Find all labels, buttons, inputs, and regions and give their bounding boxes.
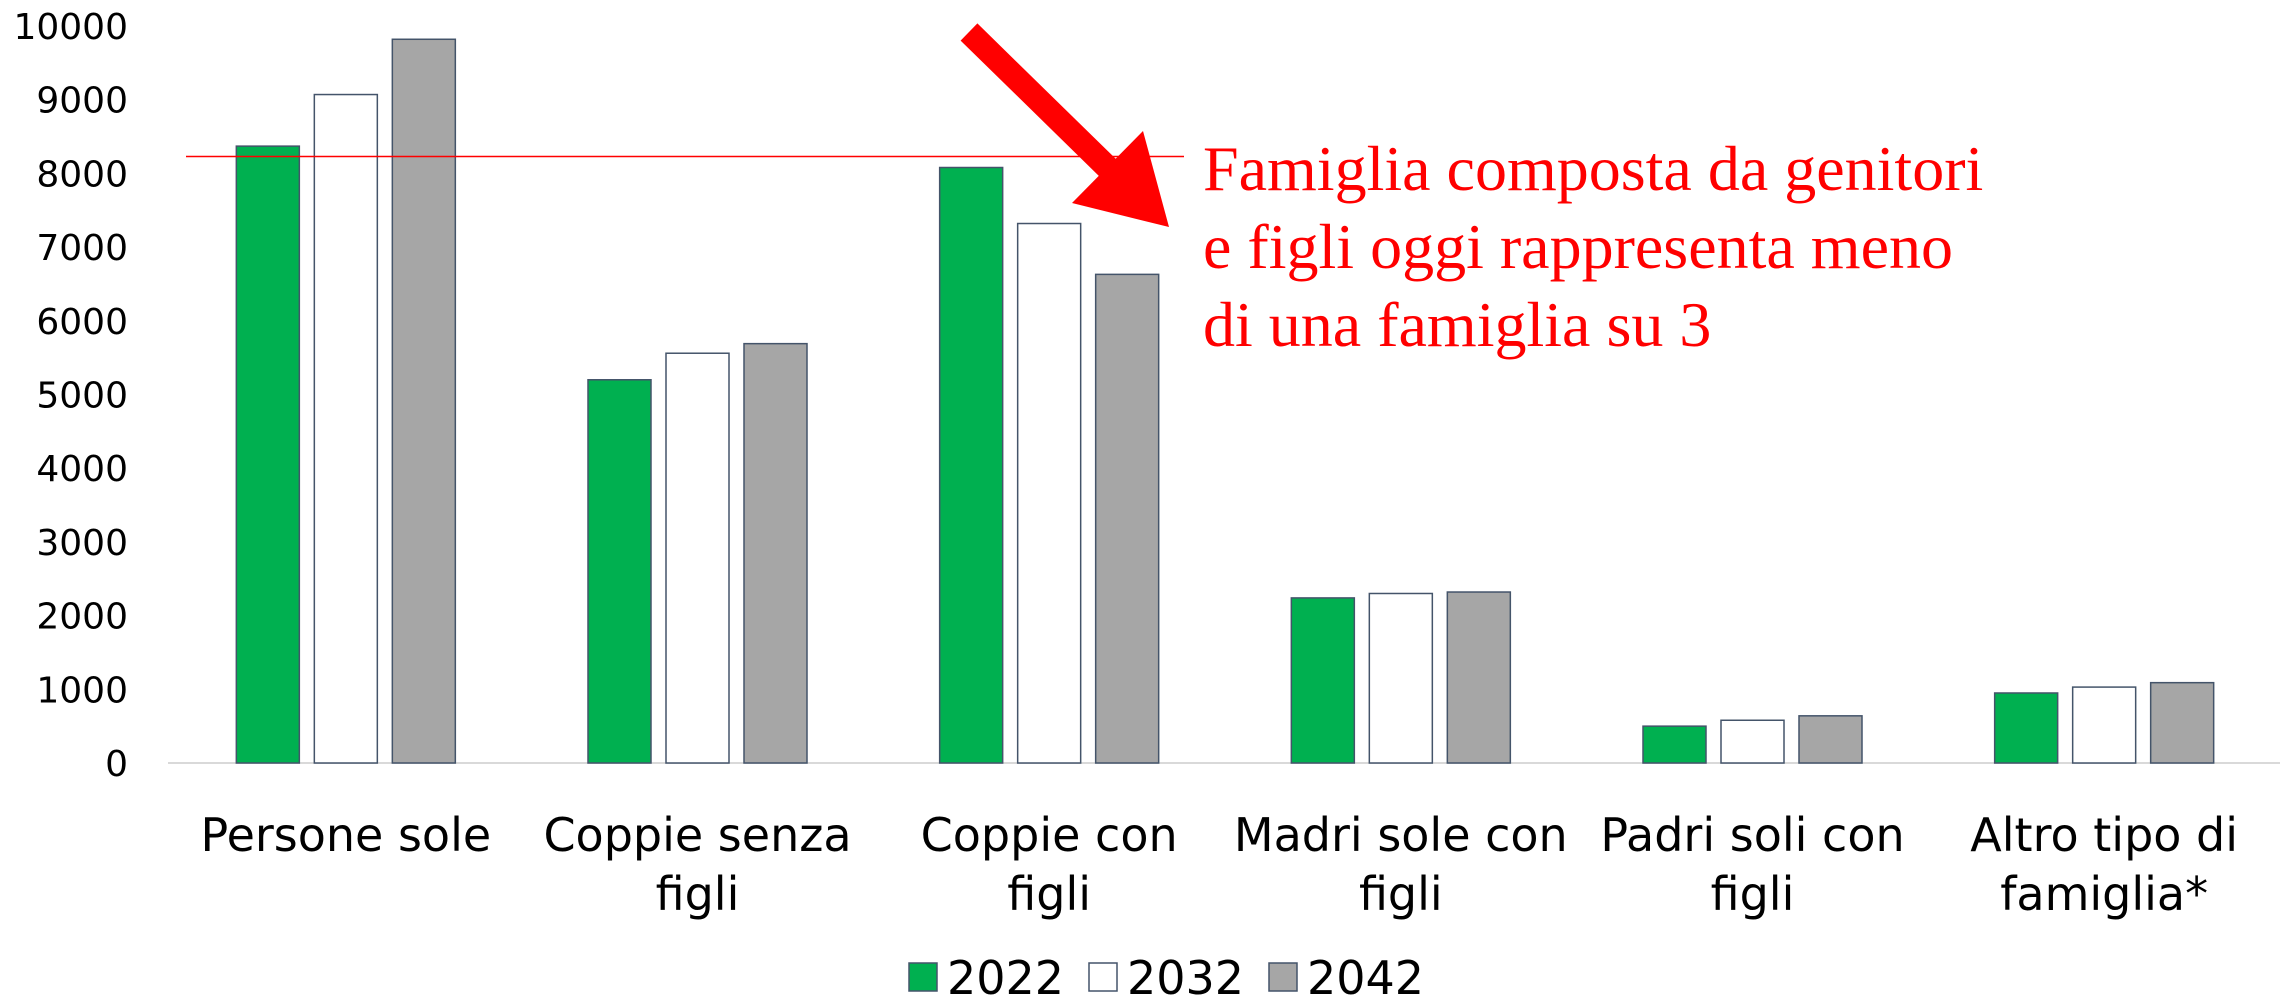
y-tick-label: 4000	[36, 449, 128, 490]
bar	[1642, 725, 1707, 764]
y-tick-label: 9000	[36, 81, 128, 122]
legend-swatch	[1088, 962, 1118, 992]
legend-label: 2032	[1127, 951, 1244, 1003]
bar	[235, 145, 301, 764]
bar	[1016, 222, 1082, 764]
y-tick-label: 10000	[13, 7, 128, 48]
x-tick-label: Coppie senza figli	[543, 808, 852, 921]
bar	[1290, 597, 1356, 764]
x-tick-label: Madri sole con figli	[1233, 808, 1568, 921]
arrow-shaft	[960, 23, 1119, 179]
y-tick-label: 5000	[36, 376, 128, 417]
arrow-head	[1072, 131, 1169, 227]
bar	[1993, 692, 2059, 764]
y-tick-label: 2000	[36, 597, 128, 638]
y-tick-label: 6000	[36, 302, 128, 343]
x-tick-label: Padri soli con figli	[1600, 808, 1905, 921]
legend-label: 2042	[1307, 951, 1424, 1003]
y-tick-label: 3000	[36, 523, 128, 564]
bar	[313, 93, 379, 764]
bar	[587, 379, 652, 764]
bar	[1798, 715, 1863, 764]
bar	[1094, 273, 1160, 764]
annotation: Famiglia composta da genitori	[1203, 133, 1983, 204]
bar	[665, 352, 730, 764]
legend-swatch	[1268, 962, 1298, 992]
y-tick-label: 1000	[36, 670, 128, 711]
annotation: e figli oggi rappresenta meno	[1203, 211, 1953, 282]
bar	[2071, 686, 2137, 764]
annotation: di una famiglia su 3	[1203, 289, 1711, 360]
y-tick-label: 8000	[36, 154, 128, 195]
bar	[938, 166, 1004, 764]
bar	[2149, 681, 2215, 764]
bar	[391, 38, 457, 764]
bar	[1720, 719, 1785, 764]
legend-swatch	[908, 962, 938, 992]
x-tick-label: Coppie con figli	[920, 808, 1178, 921]
y-tick-label: 0	[105, 744, 128, 785]
bar	[743, 342, 808, 764]
x-tick-label: Persone sole	[200, 808, 492, 862]
legend-label: 2022	[947, 951, 1064, 1003]
bar	[1446, 591, 1512, 764]
y-tick-label: 7000	[36, 228, 128, 269]
x-tick-label: Altro tipo di famiglia*	[1970, 808, 2239, 921]
bar	[1368, 592, 1434, 764]
